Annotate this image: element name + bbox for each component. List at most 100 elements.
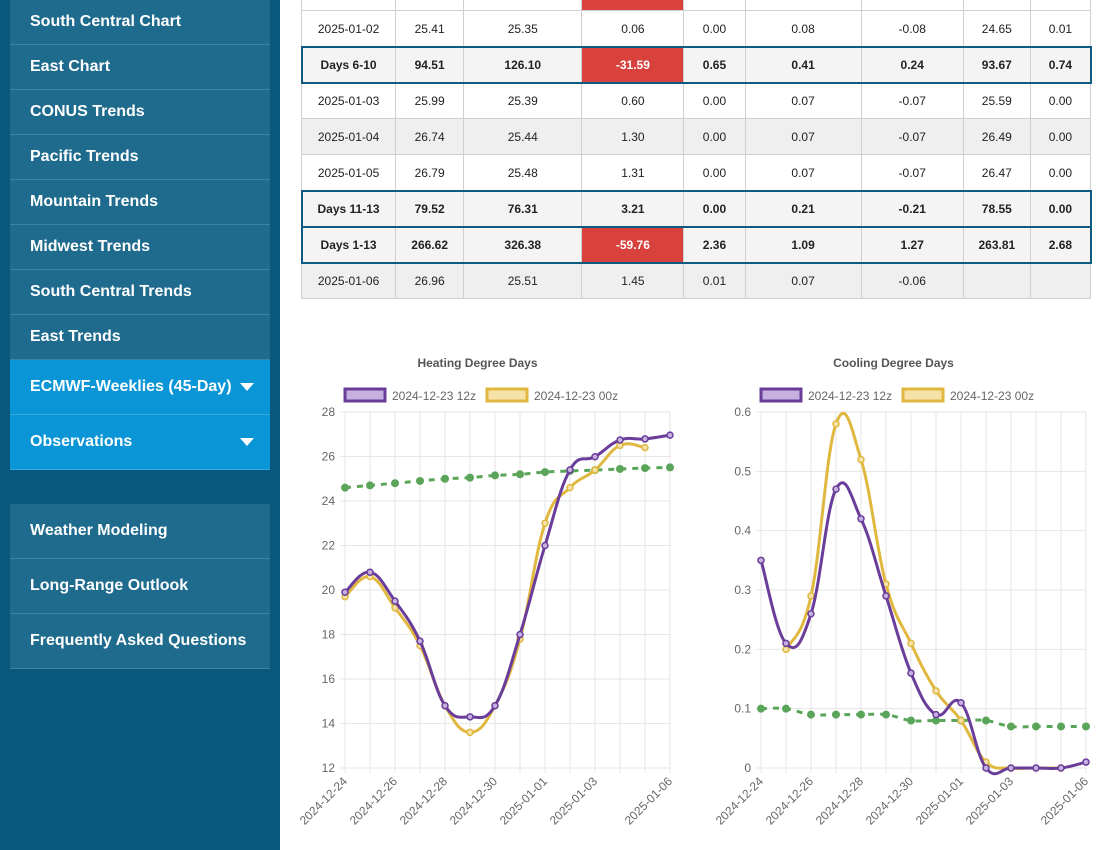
nav-link-long-range-outlook[interactable]: Long-Range Outlook (10, 559, 270, 614)
data-point[interactable] (907, 716, 915, 725)
nav-link-weather-modeling[interactable]: Weather Modeling (10, 504, 270, 559)
table-cell: 0.65 (683, 46, 746, 83)
table-cell: 26.96 (395, 262, 465, 299)
data-point[interactable] (341, 588, 349, 596)
data-point[interactable] (416, 476, 424, 485)
data-point[interactable] (441, 701, 449, 710)
data-point[interactable] (641, 435, 649, 443)
data-point[interactable] (957, 716, 965, 725)
data-point[interactable] (491, 471, 499, 480)
data-point[interactable] (1007, 722, 1015, 731)
data-point[interactable] (782, 704, 790, 713)
y-tick-label: 18 (322, 628, 336, 642)
data-point[interactable] (591, 452, 599, 461)
table-cell: 79.52 (395, 190, 465, 227)
data-point[interactable] (441, 474, 449, 483)
data-point[interactable] (616, 464, 624, 473)
data-point[interactable] (666, 463, 674, 472)
series-line (784, 411, 1061, 771)
data-point[interactable] (391, 597, 399, 605)
data-point[interactable] (466, 713, 474, 721)
data-point[interactable] (566, 466, 574, 474)
cooling-degree-days-chart: Cooling Degree Days 2024-12-23 12z 2024-12… (713, 356, 1092, 828)
data-point[interactable] (857, 710, 865, 719)
data-point[interactable] (491, 701, 499, 710)
data-point[interactable] (366, 481, 374, 490)
data-point[interactable] (832, 485, 840, 493)
data-point[interactable] (641, 443, 649, 452)
legend-label[interactable]: 2024-12-23 12z (392, 389, 476, 403)
x-tick-label: 2024-12-30 (863, 774, 917, 828)
nav-item-pacific-trends[interactable]: Pacific Trends (10, 135, 270, 180)
legend-swatch[interactable] (485, 387, 529, 403)
legend-label[interactable]: 2024-12-23 00z (950, 389, 1034, 403)
nav-item-east-trends[interactable]: East Trends (10, 315, 270, 360)
data-point[interactable] (666, 431, 674, 439)
data-point[interactable] (516, 630, 524, 639)
table-cell: 1.45 (581, 262, 685, 299)
table-cell: 0.24 (860, 46, 964, 83)
table-cell: 1.27 (860, 226, 964, 263)
data-point[interactable] (1082, 722, 1090, 731)
data-point[interactable] (757, 556, 765, 565)
nav-item-conus-trends[interactable]: CONUS Trends (10, 90, 270, 135)
nav-item-mountain-trends[interactable]: Mountain Trends (10, 180, 270, 225)
data-point[interactable] (882, 710, 890, 719)
data-point[interactable] (1032, 722, 1040, 731)
data-point[interactable] (932, 710, 940, 719)
data-point[interactable] (957, 698, 965, 707)
nav-link-faq[interactable]: Frequently Asked Questions (10, 614, 270, 669)
data-point[interactable] (1007, 764, 1015, 772)
nav-item-south-central-trends[interactable]: South Central Trends (10, 270, 270, 315)
data-point[interactable] (807, 609, 815, 618)
legend-swatch[interactable] (343, 387, 387, 403)
data-point[interactable] (391, 479, 399, 488)
data-point[interactable] (466, 473, 474, 482)
nav-dropdown-ecmwf-weeklies[interactable]: ECMWF-Weeklies (45-Day) (10, 360, 270, 415)
data-point[interactable] (907, 639, 915, 648)
data-point[interactable] (982, 716, 990, 725)
data-point[interactable] (416, 637, 424, 645)
data-point[interactable] (832, 710, 840, 719)
x-tick-label: 2024-12-28 (813, 774, 867, 828)
data-point[interactable] (541, 541, 549, 550)
data-point[interactable] (541, 468, 549, 477)
data-point[interactable] (757, 704, 765, 713)
data-point[interactable] (566, 483, 574, 492)
legend-swatch[interactable] (759, 387, 803, 403)
data-point[interactable] (1032, 764, 1040, 772)
data-point[interactable] (857, 455, 865, 464)
nav-link-label: Frequently Asked Questions (30, 632, 247, 649)
nav-item-midwest-trends[interactable]: Midwest Trends (10, 225, 270, 270)
data-point[interactable] (616, 436, 624, 444)
table-cell: 2025-01-04 (300, 118, 397, 155)
data-point[interactable] (541, 519, 549, 527)
data-point[interactable] (366, 568, 374, 576)
table-cell: 25.35 (463, 10, 583, 47)
data-point[interactable] (466, 728, 474, 737)
data-point[interactable] (591, 466, 599, 474)
data-point[interactable] (907, 669, 915, 677)
legend-label[interactable]: 2024-12-23 00z (534, 389, 618, 403)
data-point[interactable] (832, 420, 840, 428)
data-point[interactable] (516, 470, 524, 479)
nav-item-east-chart[interactable]: East Chart (10, 45, 270, 90)
data-point[interactable] (932, 687, 940, 695)
nav-dropdown-observations[interactable]: Observations (10, 415, 270, 470)
data-point[interactable] (807, 710, 815, 719)
data-point[interactable] (1057, 722, 1065, 731)
data-point[interactable] (1082, 758, 1090, 766)
data-point[interactable] (1057, 764, 1065, 772)
data-point[interactable] (782, 639, 790, 648)
data-point[interactable] (857, 515, 865, 523)
data-point[interactable] (882, 592, 890, 600)
data-point[interactable] (932, 716, 940, 725)
legend-swatch[interactable] (901, 387, 945, 403)
data-point[interactable] (982, 764, 990, 772)
nav-item-south-central-chart[interactable]: South Central Chart (10, 0, 270, 45)
legend-label[interactable]: 2024-12-23 12z (808, 389, 892, 403)
data-point[interactable] (641, 464, 649, 473)
data-point[interactable] (807, 592, 815, 600)
table-header-cell (300, 0, 397, 11)
data-point[interactable] (341, 483, 349, 492)
